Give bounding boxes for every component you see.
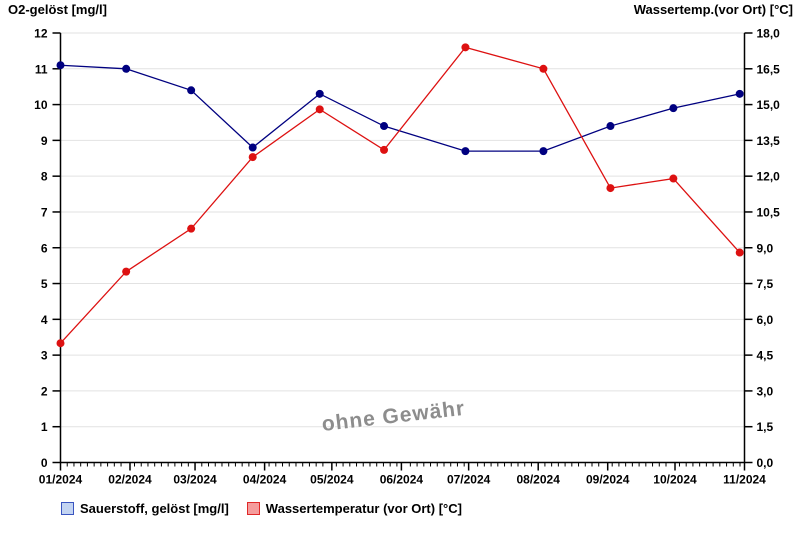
left-axis-tick-label: 10	[34, 98, 48, 112]
x-axis-label: 10/2024	[653, 473, 697, 487]
data-point-temperature	[735, 248, 744, 257]
right-axis-tick-label: 9,0	[757, 241, 774, 255]
right-axis-tick-label: 7,5	[757, 277, 774, 291]
data-point-temperature	[122, 267, 131, 276]
x-axis-label: 09/2024	[586, 473, 630, 487]
right-axis-tick-label: 6,0	[757, 313, 774, 327]
right-axis-title: Wassertemp.(vor Ort) [°C]	[633, 2, 793, 17]
data-point-oxygen	[122, 64, 131, 73]
data-point-temperature	[669, 174, 678, 183]
temperature-legend-swatch	[246, 502, 260, 515]
data-point-temperature	[606, 184, 615, 193]
left-axis-tick-label: 5	[41, 277, 48, 291]
data-point-oxygen	[56, 61, 65, 70]
data-point-temperature	[248, 153, 257, 162]
right-axis-tick-label: 13,5	[757, 134, 781, 148]
right-axis-tick-label: 1,5	[757, 420, 774, 434]
data-point-temperature	[315, 105, 324, 114]
data-point-temperature	[380, 145, 389, 154]
right-axis-tick-label: 10,5	[757, 205, 781, 219]
left-axis-tick-label: 1	[41, 420, 48, 434]
data-point-oxygen	[248, 143, 257, 152]
data-point-oxygen	[315, 89, 324, 98]
left-axis-tick-label: 2	[41, 384, 48, 398]
data-point-oxygen	[606, 122, 615, 131]
x-axis-label: 08/2024	[517, 473, 561, 487]
right-axis-tick-label: 4,5	[757, 349, 774, 363]
x-axis-label: 07/2024	[447, 473, 491, 487]
x-axis-label: 02/2024	[108, 473, 152, 487]
x-axis-label: 05/2024	[310, 473, 354, 487]
data-point-temperature	[56, 339, 65, 348]
left-axis-title: O2-gelöst [mg/l]	[8, 2, 107, 17]
x-axis-label: 03/2024	[173, 473, 217, 487]
right-axis-tick-label: 15,0	[757, 98, 781, 112]
left-axis-tick-label: 12	[34, 27, 48, 41]
right-axis-tick-label: 12,0	[757, 170, 781, 184]
data-point-temperature	[461, 43, 470, 52]
right-axis-tick-label: 18,0	[757, 27, 781, 41]
data-point-oxygen	[669, 104, 678, 113]
data-point-oxygen	[461, 147, 470, 156]
left-axis-tick-label: 7	[41, 205, 48, 219]
left-axis-tick-label: 6	[41, 241, 48, 255]
left-axis-tick-label: 0	[41, 456, 48, 470]
data-point-oxygen	[380, 122, 389, 131]
series-line-oxygen	[60, 64, 740, 152]
data-point-temperature	[187, 224, 196, 233]
oxygen-legend-swatch	[61, 502, 74, 515]
right-axis-tick-label: 16,5	[757, 62, 781, 76]
left-axis-tick-label: 4	[41, 313, 48, 327]
right-axis-tick-label: 0,0	[757, 456, 774, 470]
x-axis-label: 04/2024	[243, 473, 287, 487]
left-axis-tick-label: 3	[41, 349, 48, 363]
left-axis-tick-label: 8	[41, 170, 48, 184]
left-axis-tick-label: 9	[41, 134, 48, 148]
legend-item-temperature: Wassertemperatur (vor Ort) [°C]	[246, 501, 462, 516]
oxygen-legend-label: Sauerstoff, gelöst [mg/l]	[80, 501, 229, 516]
x-axis-label: 06/2024	[380, 473, 424, 487]
legend-item-oxygen: Sauerstoff, gelöst [mg/l]	[61, 501, 229, 516]
right-axis-tick-label: 3,0	[757, 384, 774, 398]
data-point-oxygen	[735, 89, 744, 98]
x-axis-label: 11/2024	[723, 473, 766, 487]
data-point-oxygen	[187, 86, 196, 95]
x-axis-label: 01/2024	[39, 473, 83, 487]
temperature-legend-label: Wassertemperatur (vor Ort) [°C]	[265, 501, 462, 516]
data-point-temperature	[539, 64, 548, 73]
legend: Sauerstoff, gelöst [mg/l] Wassertemperat…	[61, 501, 462, 516]
series-line-temperature	[60, 46, 741, 344]
left-axis-tick-label: 11	[35, 62, 48, 76]
data-point-oxygen	[539, 147, 548, 156]
